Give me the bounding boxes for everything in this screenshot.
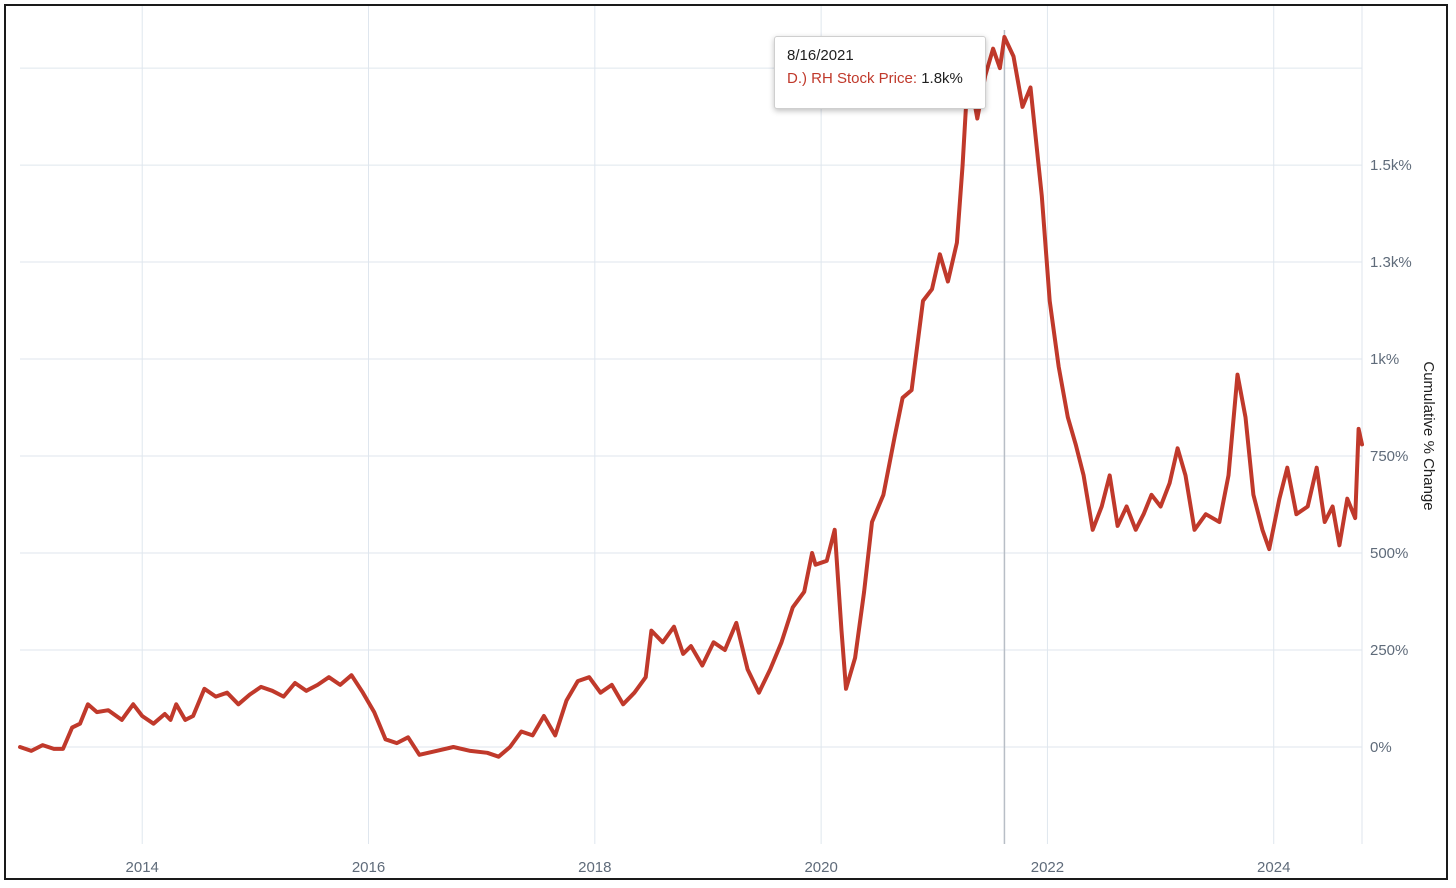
hover-tooltip: 8/16/2021 D.) RH Stock Price: 1.8k% [774, 36, 986, 109]
x-tick-label: 2024 [1257, 859, 1290, 876]
x-tick-label: 2014 [126, 859, 159, 876]
y-tick-label: 1.3k% [1370, 254, 1412, 271]
y-tick-label: 250% [1370, 642, 1408, 659]
x-tick-labels: 2014 2016 2018 2020 2022 2024 [126, 859, 1291, 876]
y-tick-label: 750% [1370, 448, 1408, 465]
y-tick-label: 1k% [1370, 351, 1399, 368]
y-tick-label: 500% [1370, 545, 1408, 562]
y-tick-label: 0% [1370, 739, 1392, 756]
y-gridlines [20, 67, 1362, 748]
tooltip-value: 1.8k% [921, 70, 963, 87]
series-lines[interactable] [18, 35, 1364, 759]
x-tick-label: 2016 [352, 859, 385, 876]
y-tick-labels: 0% 250% 500% 750% 1k% 1.3k% 1.5k% [1370, 157, 1412, 756]
tooltip-date: 8/16/2021 [787, 47, 854, 64]
series-line-rh-stock-price[interactable] [18, 35, 1364, 759]
x-gridlines [141, 6, 1363, 844]
x-tick-label: 2022 [1031, 859, 1064, 876]
chart-plot[interactable]: 0% 250% 500% 750% 1k% 1.3k% 1.5k% 2014 2016 2018… [6, 6, 1446, 878]
x-tick-label: 2020 [804, 859, 837, 876]
x-tick-label: 2018 [578, 859, 611, 876]
y-axis-title: Cumulative % Change [1420, 361, 1437, 510]
chart-frame: 0% 250% 500% 750% 1k% 1.3k% 1.5k% 2014 2016 2018… [4, 4, 1448, 880]
y-tick-label: 1.5k% [1370, 157, 1412, 174]
tooltip-series-label: D.) RH Stock Price: [787, 70, 918, 87]
